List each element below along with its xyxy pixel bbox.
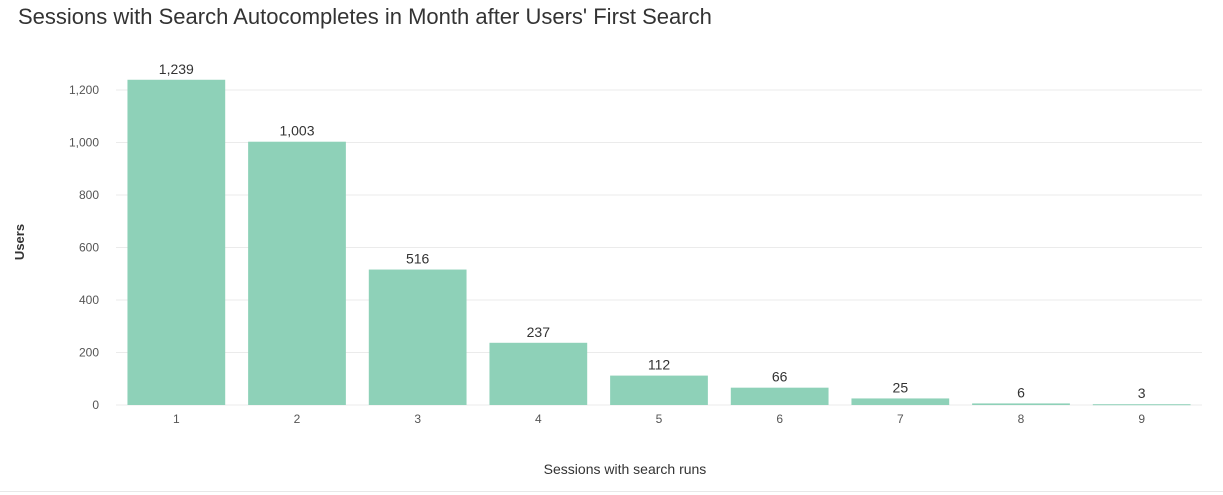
x-tick-label: 6 <box>776 412 783 426</box>
bar <box>610 375 708 405</box>
x-tick-label: 3 <box>414 412 421 426</box>
bar-value-label: 6 <box>1017 384 1025 400</box>
x-tick-label: 2 <box>294 412 301 426</box>
bar <box>368 269 467 405</box>
x-axis-title: Sessions with search runs <box>544 461 707 477</box>
bar <box>127 79 226 405</box>
bar-value-label: 516 <box>406 251 430 267</box>
x-tick-label: 1 <box>173 412 180 426</box>
bar-value-label: 237 <box>527 324 551 340</box>
bar <box>248 141 346 405</box>
y-tick-label: 200 <box>79 346 99 360</box>
bar-value-label: 1,239 <box>159 61 194 77</box>
y-tick-label: 1,200 <box>69 83 99 97</box>
bar-value-label: 1,003 <box>279 123 314 139</box>
chart-title: Sessions with Search Autocompletes in Mo… <box>18 4 712 29</box>
bar-value-label: 3 <box>1138 385 1146 401</box>
bottom-divider <box>0 491 1223 492</box>
y-tick-label: 400 <box>79 293 99 307</box>
bar <box>851 398 950 405</box>
bar-value-label: 66 <box>772 369 788 385</box>
bar <box>1092 404 1191 406</box>
y-axis-ticks: 0 200 400 600 800 1,000 1,200 <box>69 83 99 412</box>
x-axis-ticks: 1 2 3 4 5 6 7 8 9 <box>173 412 1145 426</box>
x-tick-label: 4 <box>535 412 542 426</box>
bar <box>489 342 588 405</box>
bar-value-label: 112 <box>648 357 671 373</box>
x-tick-label: 7 <box>897 412 904 426</box>
bar-value-label: 25 <box>893 379 909 395</box>
y-tick-label: 600 <box>79 241 99 255</box>
bars <box>127 79 1191 406</box>
x-tick-label: 8 <box>1018 412 1025 426</box>
y-tick-label: 800 <box>79 188 99 202</box>
x-tick-label: 5 <box>656 412 663 426</box>
bar <box>730 387 829 405</box>
x-tick-label: 9 <box>1138 412 1145 426</box>
y-tick-label: 0 <box>92 398 99 412</box>
data-labels: 1,239 1,003 516 237 112 66 25 6 3 <box>159 61 1146 401</box>
y-axis-title: Users <box>12 224 27 260</box>
y-tick-label: 1,000 <box>69 136 99 150</box>
bar <box>972 403 1070 405</box>
